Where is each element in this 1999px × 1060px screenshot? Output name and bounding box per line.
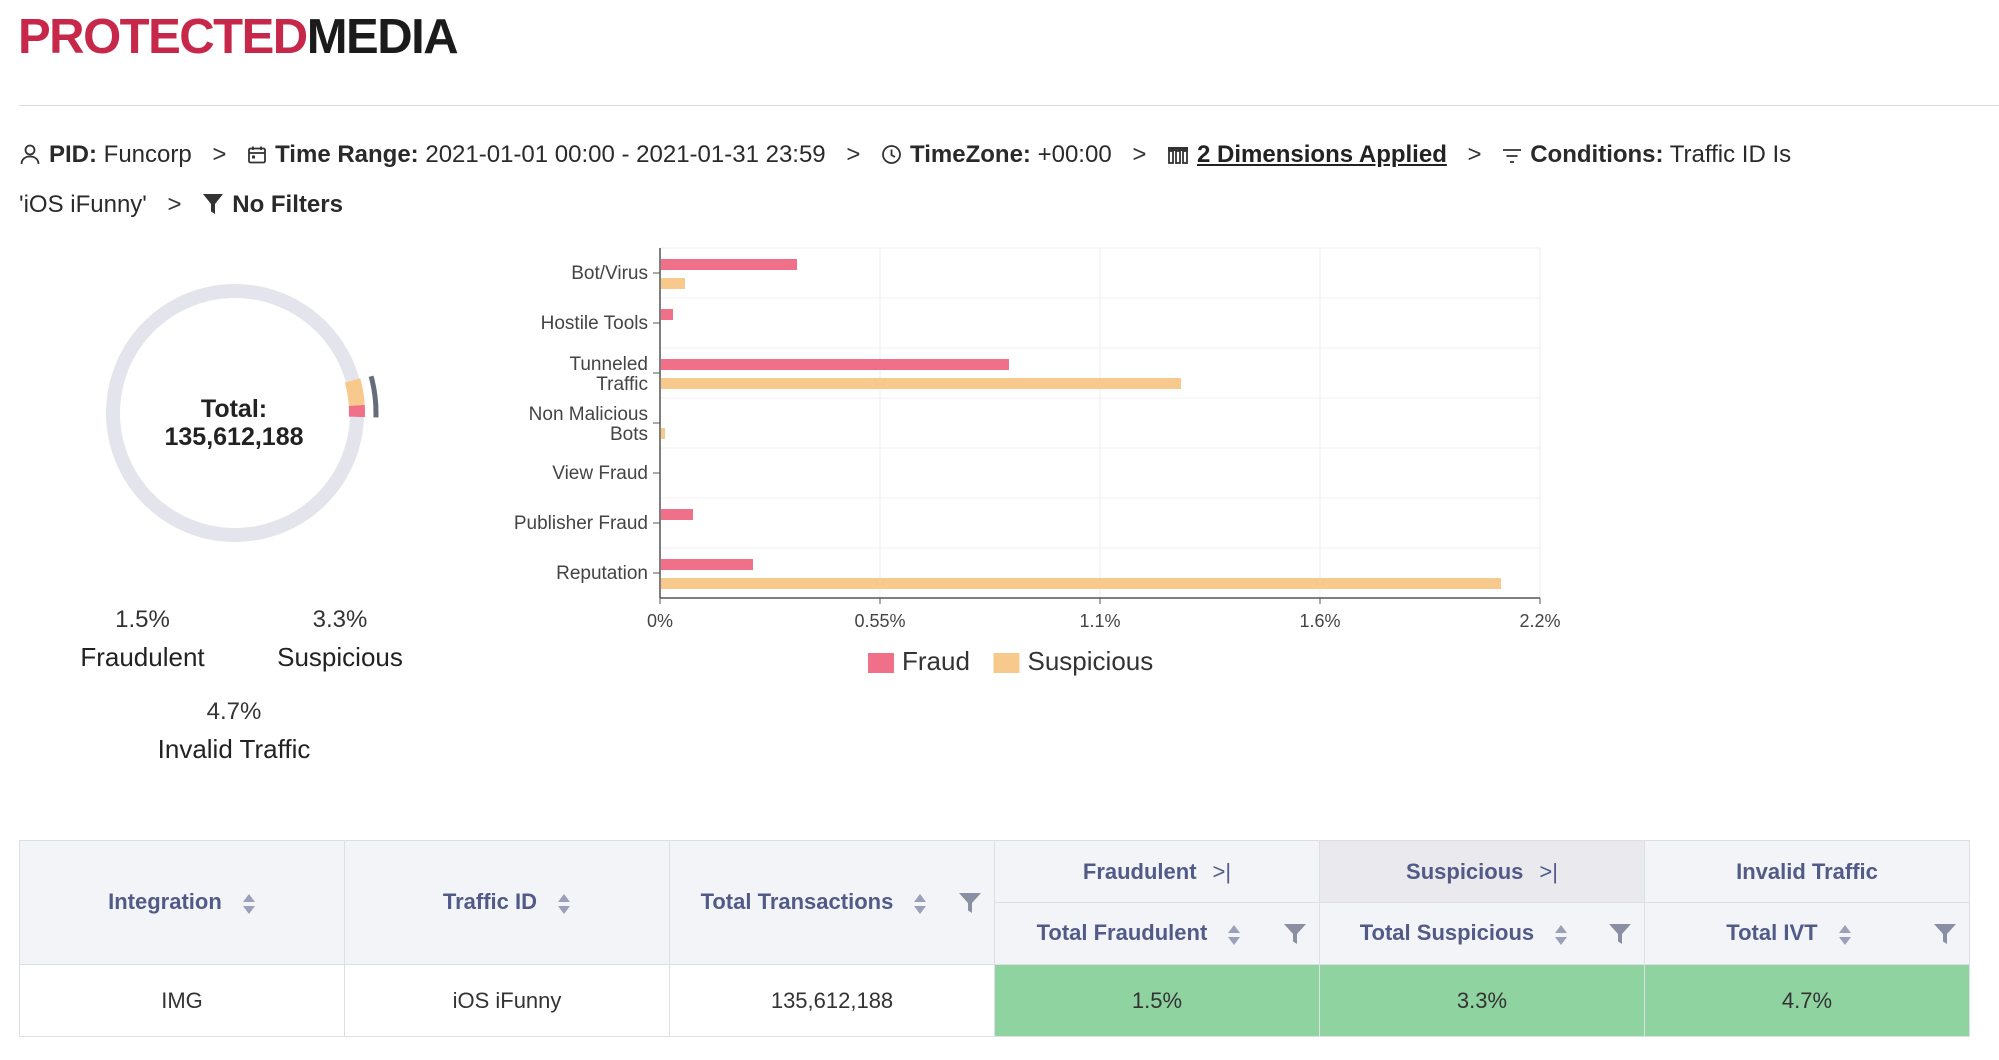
sort-icon[interactable] xyxy=(1554,923,1568,947)
funnel-icon xyxy=(203,194,224,214)
stat-invalid-traffic: 4.7% Invalid Traffic xyxy=(157,698,311,764)
cell-total-transactions: 135,612,188 xyxy=(669,964,995,1037)
bar-fraud xyxy=(661,559,753,570)
stat-fraudulent: 1.5% Fraudulent xyxy=(80,606,205,672)
bar-fraud xyxy=(661,509,693,520)
stat-suspicious: 3.3% Suspicious xyxy=(277,606,403,672)
report-table: Integration Traffic ID Total Transaction… xyxy=(19,840,1970,1037)
y-tick-label: View Fraud xyxy=(552,463,648,484)
crumb-separator: > xyxy=(846,141,861,168)
column-filter-icon[interactable] xyxy=(1283,922,1307,946)
crumb-dimensions: 2 Dimensions Applied xyxy=(1160,141,1453,168)
x-tick-label: 0.55% xyxy=(854,611,905,631)
y-tick-label: Reputation xyxy=(556,563,648,584)
clock-icon xyxy=(882,145,901,164)
bar-suspicious xyxy=(661,428,665,439)
sort-icon[interactable] xyxy=(1227,923,1241,947)
column-filter-icon[interactable] xyxy=(1933,922,1957,946)
x-tick-label: 2.2% xyxy=(1519,611,1560,631)
bar-suspicious xyxy=(661,578,1501,589)
bar-suspicious xyxy=(661,278,685,289)
user-icon xyxy=(20,144,40,165)
donut-ivt-indicator xyxy=(368,375,379,418)
col-total-suspicious[interactable]: Total Suspicious xyxy=(1319,902,1645,965)
dimensions-applied-link[interactable]: 2 Dimensions Applied xyxy=(1197,141,1447,168)
bar-fraud xyxy=(661,259,797,270)
logo-part-protected: PROTECTED xyxy=(18,10,308,64)
columns-icon xyxy=(1168,147,1189,164)
cell-traffic-id: iOS iFunny xyxy=(344,964,670,1037)
crumb-pid: PID: Funcorp xyxy=(19,141,198,168)
bar-fraud xyxy=(661,359,1009,370)
protected-media-logo[interactable]: PROTECTEDMEDIA xyxy=(18,13,459,62)
column-filter-icon[interactable] xyxy=(1608,922,1632,946)
col-total-ivt[interactable]: Total IVT xyxy=(1644,902,1970,965)
y-tick-label: Non Malicious xyxy=(529,404,648,425)
legend-label-fraud: Fraud xyxy=(902,646,970,676)
ivt-donut-chart xyxy=(106,284,379,542)
sort-icon[interactable] xyxy=(913,892,927,916)
y-tick-label: Bot/Virus xyxy=(571,263,648,284)
cell-integration: IMG xyxy=(19,964,345,1037)
crumb-conditions: Conditions: Traffic ID Is 'iOS iFunny' xyxy=(19,141,1792,218)
conditions-filter-icon xyxy=(1503,149,1522,163)
sort-icon[interactable] xyxy=(557,892,571,916)
crumb-separator: > xyxy=(1132,141,1147,168)
x-tick-label: 1.6% xyxy=(1299,611,1340,631)
y-tick-label: Traffic xyxy=(596,374,648,395)
bar-suspicious xyxy=(661,378,1181,389)
column-filter-icon[interactable] xyxy=(958,891,982,915)
logo-part-media: MEDIA xyxy=(306,10,459,64)
col-integration[interactable]: Integration xyxy=(19,840,345,965)
y-tick-label: Publisher Fraud xyxy=(514,513,648,534)
legend-swatch-fraud xyxy=(868,653,894,673)
cell-total-suspicious: 3.3% xyxy=(1319,964,1645,1037)
legend-swatch-suspicious xyxy=(993,653,1020,673)
donut-suspicious-segment[interactable] xyxy=(344,378,365,407)
query-breadcrumb: PID: Funcorp > Time Range: 2021-01-01 00… xyxy=(19,130,1819,230)
sort-icon[interactable] xyxy=(242,892,256,916)
expand-suspicious-button[interactable]: >| xyxy=(1539,858,1558,884)
cell-total-ivt: 4.7% xyxy=(1644,964,1970,1037)
x-tick-label: 0% xyxy=(647,611,673,631)
col-total-transactions[interactable]: Total Transactions xyxy=(669,840,995,965)
col-total-fraudulent[interactable]: Total Fraudulent xyxy=(994,902,1320,965)
crumb-separator: > xyxy=(1467,141,1482,168)
x-tick-label: 1.1% xyxy=(1079,611,1120,631)
col-traffic-id[interactable]: Traffic ID xyxy=(344,840,670,965)
table-row[interactable]: IMG iOS iFunny 135,612,188 1.5% 3.3% 4.7… xyxy=(19,964,1970,1037)
expand-fraudulent-button[interactable]: >| xyxy=(1212,858,1232,884)
cell-total-fraudulent: 1.5% xyxy=(994,964,1320,1037)
y-tick-label: Tunneled xyxy=(569,354,648,375)
group-suspicious: Suspicious >| xyxy=(1319,840,1645,903)
y-tick-label: Hostile Tools xyxy=(541,313,648,334)
crumb-filters: No Filters xyxy=(196,191,343,218)
crumb-time-range: Time Range: 2021-01-01 00:00 - 2021-01-3… xyxy=(240,141,832,168)
y-tick-label: Bots xyxy=(610,424,648,445)
calendar-icon xyxy=(248,146,266,164)
header-divider xyxy=(19,105,1999,106)
donut-total: Total: 135,612,188 xyxy=(164,395,304,451)
legend-label-suspicious: Suspicious xyxy=(1028,646,1154,676)
ivt-breakdown-bar-chart: 0% 0.55% 1.1% 1.6% 2.2% Bot/Virus Hostile Tool… xyxy=(514,247,1561,676)
crumb-separator: > xyxy=(212,141,227,168)
crumb-timezone: TimeZone: +00:00 xyxy=(874,141,1118,168)
bar-fraud xyxy=(661,309,673,320)
sort-icon[interactable] xyxy=(1838,923,1852,947)
crumb-separator: > xyxy=(167,191,182,218)
group-invalid-traffic: Invalid Traffic xyxy=(1644,840,1970,903)
group-fraudulent: Fraudulent >| xyxy=(994,840,1320,903)
